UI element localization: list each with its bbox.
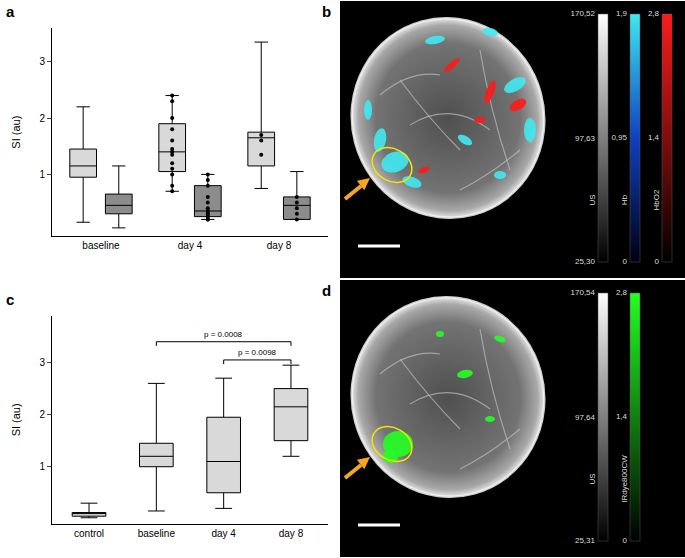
svg-text:Hb: Hb	[620, 194, 629, 205]
svg-text:25,31: 25,31	[575, 536, 596, 545]
svg-text:2,8: 2,8	[616, 288, 628, 297]
svg-text:2,8: 2,8	[648, 9, 660, 18]
svg-text:97,63: 97,63	[575, 134, 596, 143]
svg-text:HbO2: HbO2	[652, 189, 661, 210]
html-text:b: b	[322, 3, 332, 20]
svg-text:control: control	[74, 528, 104, 539]
svg-text:0: 0	[623, 257, 628, 266]
svg-text:day 8: day 8	[279, 528, 304, 539]
svg-text:1,9: 1,9	[616, 9, 628, 18]
svg-text:3: 3	[39, 357, 45, 368]
svg-text:170,52: 170,52	[571, 9, 596, 18]
svg-text:25,30: 25,30	[575, 257, 596, 266]
svg-text:IRdye800CW: IRdye800CW	[620, 455, 629, 503]
svg-text:0: 0	[623, 536, 628, 545]
svg-text:2: 2	[39, 409, 45, 420]
svg-text:baseline: baseline	[138, 528, 176, 539]
svg-text:0,95: 0,95	[611, 133, 627, 142]
svg-text:US: US	[588, 473, 597, 484]
svg-text:97,64: 97,64	[575, 413, 596, 422]
html-text:a: a	[6, 3, 15, 20]
svg-text:1: 1	[39, 461, 45, 472]
svg-text:2: 2	[39, 113, 45, 124]
svg-text:baseline: baseline	[82, 240, 120, 251]
svg-text:US: US	[588, 194, 597, 205]
svg-text:170,54: 170,54	[571, 288, 596, 297]
svg-text:day 4: day 4	[211, 528, 236, 539]
svg-text:1: 1	[39, 169, 45, 180]
svg-text:3: 3	[39, 56, 45, 67]
svg-text:0: 0	[655, 257, 660, 266]
svg-text:1,4: 1,4	[616, 412, 628, 421]
svg-text:p = 0.0008: p = 0.0008	[204, 330, 243, 339]
html-text:c: c	[6, 291, 15, 308]
svg-text:SI (au): SI (au)	[10, 403, 22, 436]
html-text:d: d	[322, 282, 332, 299]
svg-text:p = 0.0098: p = 0.0098	[238, 348, 277, 357]
svg-text:day 4: day 4	[178, 240, 203, 251]
svg-text:SI (au): SI (au)	[10, 116, 22, 149]
svg-text:1,4: 1,4	[648, 133, 660, 142]
svg-text:day 8: day 8	[267, 240, 292, 251]
